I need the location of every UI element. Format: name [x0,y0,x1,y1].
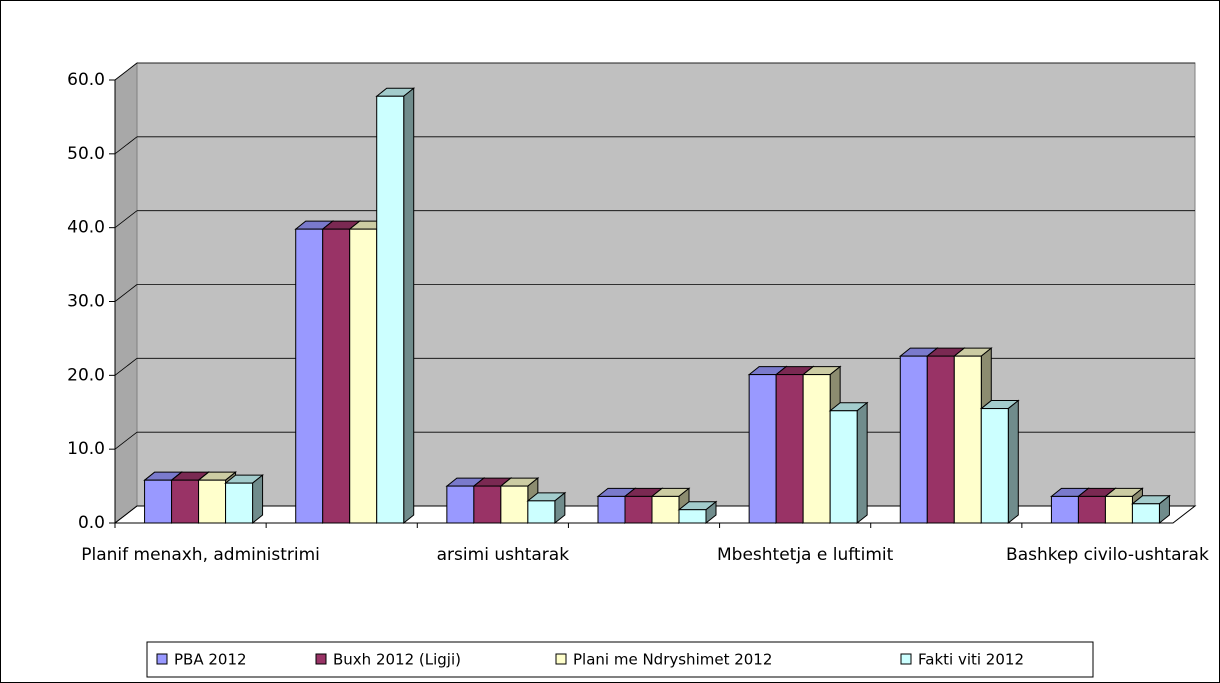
bar [952,347,993,525]
y-tick-label: 10.0 [67,439,105,459]
bar [1131,494,1171,525]
y-tick-label: 50.0 [67,144,105,164]
legend-label: PBA 2012 [174,651,247,669]
x-tick-label: arsimi ushtarak [437,545,570,565]
legend-marker [315,653,327,665]
legend: PBA 2012 Buxh 2012 (Ligji) Plani me Ndrysh… [146,641,1094,678]
legend-marker [900,653,912,665]
legend-label: Fakti viti 2012 [918,651,1024,669]
grid-line [114,505,138,524]
x-tick-label: Planif menaxh, administrimi [81,545,320,565]
bar [828,401,869,525]
bar [375,87,416,525]
grid-line [114,284,138,302]
y-tick-label: 60.0 [67,70,105,90]
legend-marker [555,653,567,665]
grid-line [114,62,138,81]
bar [499,477,540,525]
grid-line [114,210,138,228]
y-tick-label: 0.0 [78,513,105,533]
legend-label: Buxh 2012 (Ligji) [333,651,461,669]
bar [224,474,264,525]
grid-line [114,431,138,450]
bar [979,399,1020,525]
legend-marker [156,653,168,665]
grid-line [114,136,138,155]
bar [801,365,842,525]
y-tick-label: 20.0 [67,365,105,385]
x-tick-label: Bashkep civilo-ushtarak [1006,545,1209,565]
y-tick-label: 30.0 [67,292,105,312]
y-tick-label: 40.0 [67,218,105,238]
grid-line [114,358,138,376]
bar [1104,487,1144,525]
legend-label: Plani me Ndryshimet 2012 [573,651,772,669]
legend-box [146,641,1094,678]
bar [526,491,567,525]
bar [677,500,718,525]
x-tick-label: Mbeshtetja e luftimit [717,545,894,565]
